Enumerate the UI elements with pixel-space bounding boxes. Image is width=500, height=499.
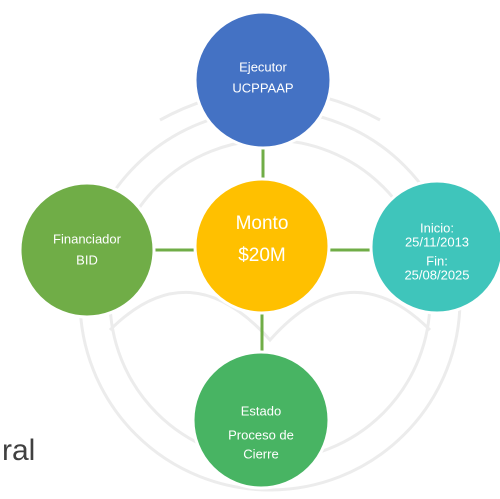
node-text: UCPPAAP xyxy=(232,80,293,95)
node-text: Proceso de xyxy=(228,427,294,442)
node-text: 25/11/2013 xyxy=(405,234,469,249)
status-node xyxy=(193,352,329,488)
diagram: ral Ejecutor UCPPAAP Financiador BID Ini… xyxy=(0,0,500,499)
node-text: 25/08/2025 xyxy=(404,267,469,282)
center-text: $20M xyxy=(238,245,286,266)
node-text: Estado xyxy=(241,403,281,418)
funder-node xyxy=(20,183,154,317)
node-text: Inicio: xyxy=(420,220,454,235)
cut-off-text: ral xyxy=(2,434,35,467)
node-text: BID xyxy=(76,252,98,267)
center-text: Monto xyxy=(236,213,289,234)
node-text: Cierre xyxy=(243,446,278,461)
node-text: Fin: xyxy=(426,253,448,268)
node-text: Ejecutor xyxy=(239,59,287,74)
node-text: Financiador xyxy=(53,231,122,246)
